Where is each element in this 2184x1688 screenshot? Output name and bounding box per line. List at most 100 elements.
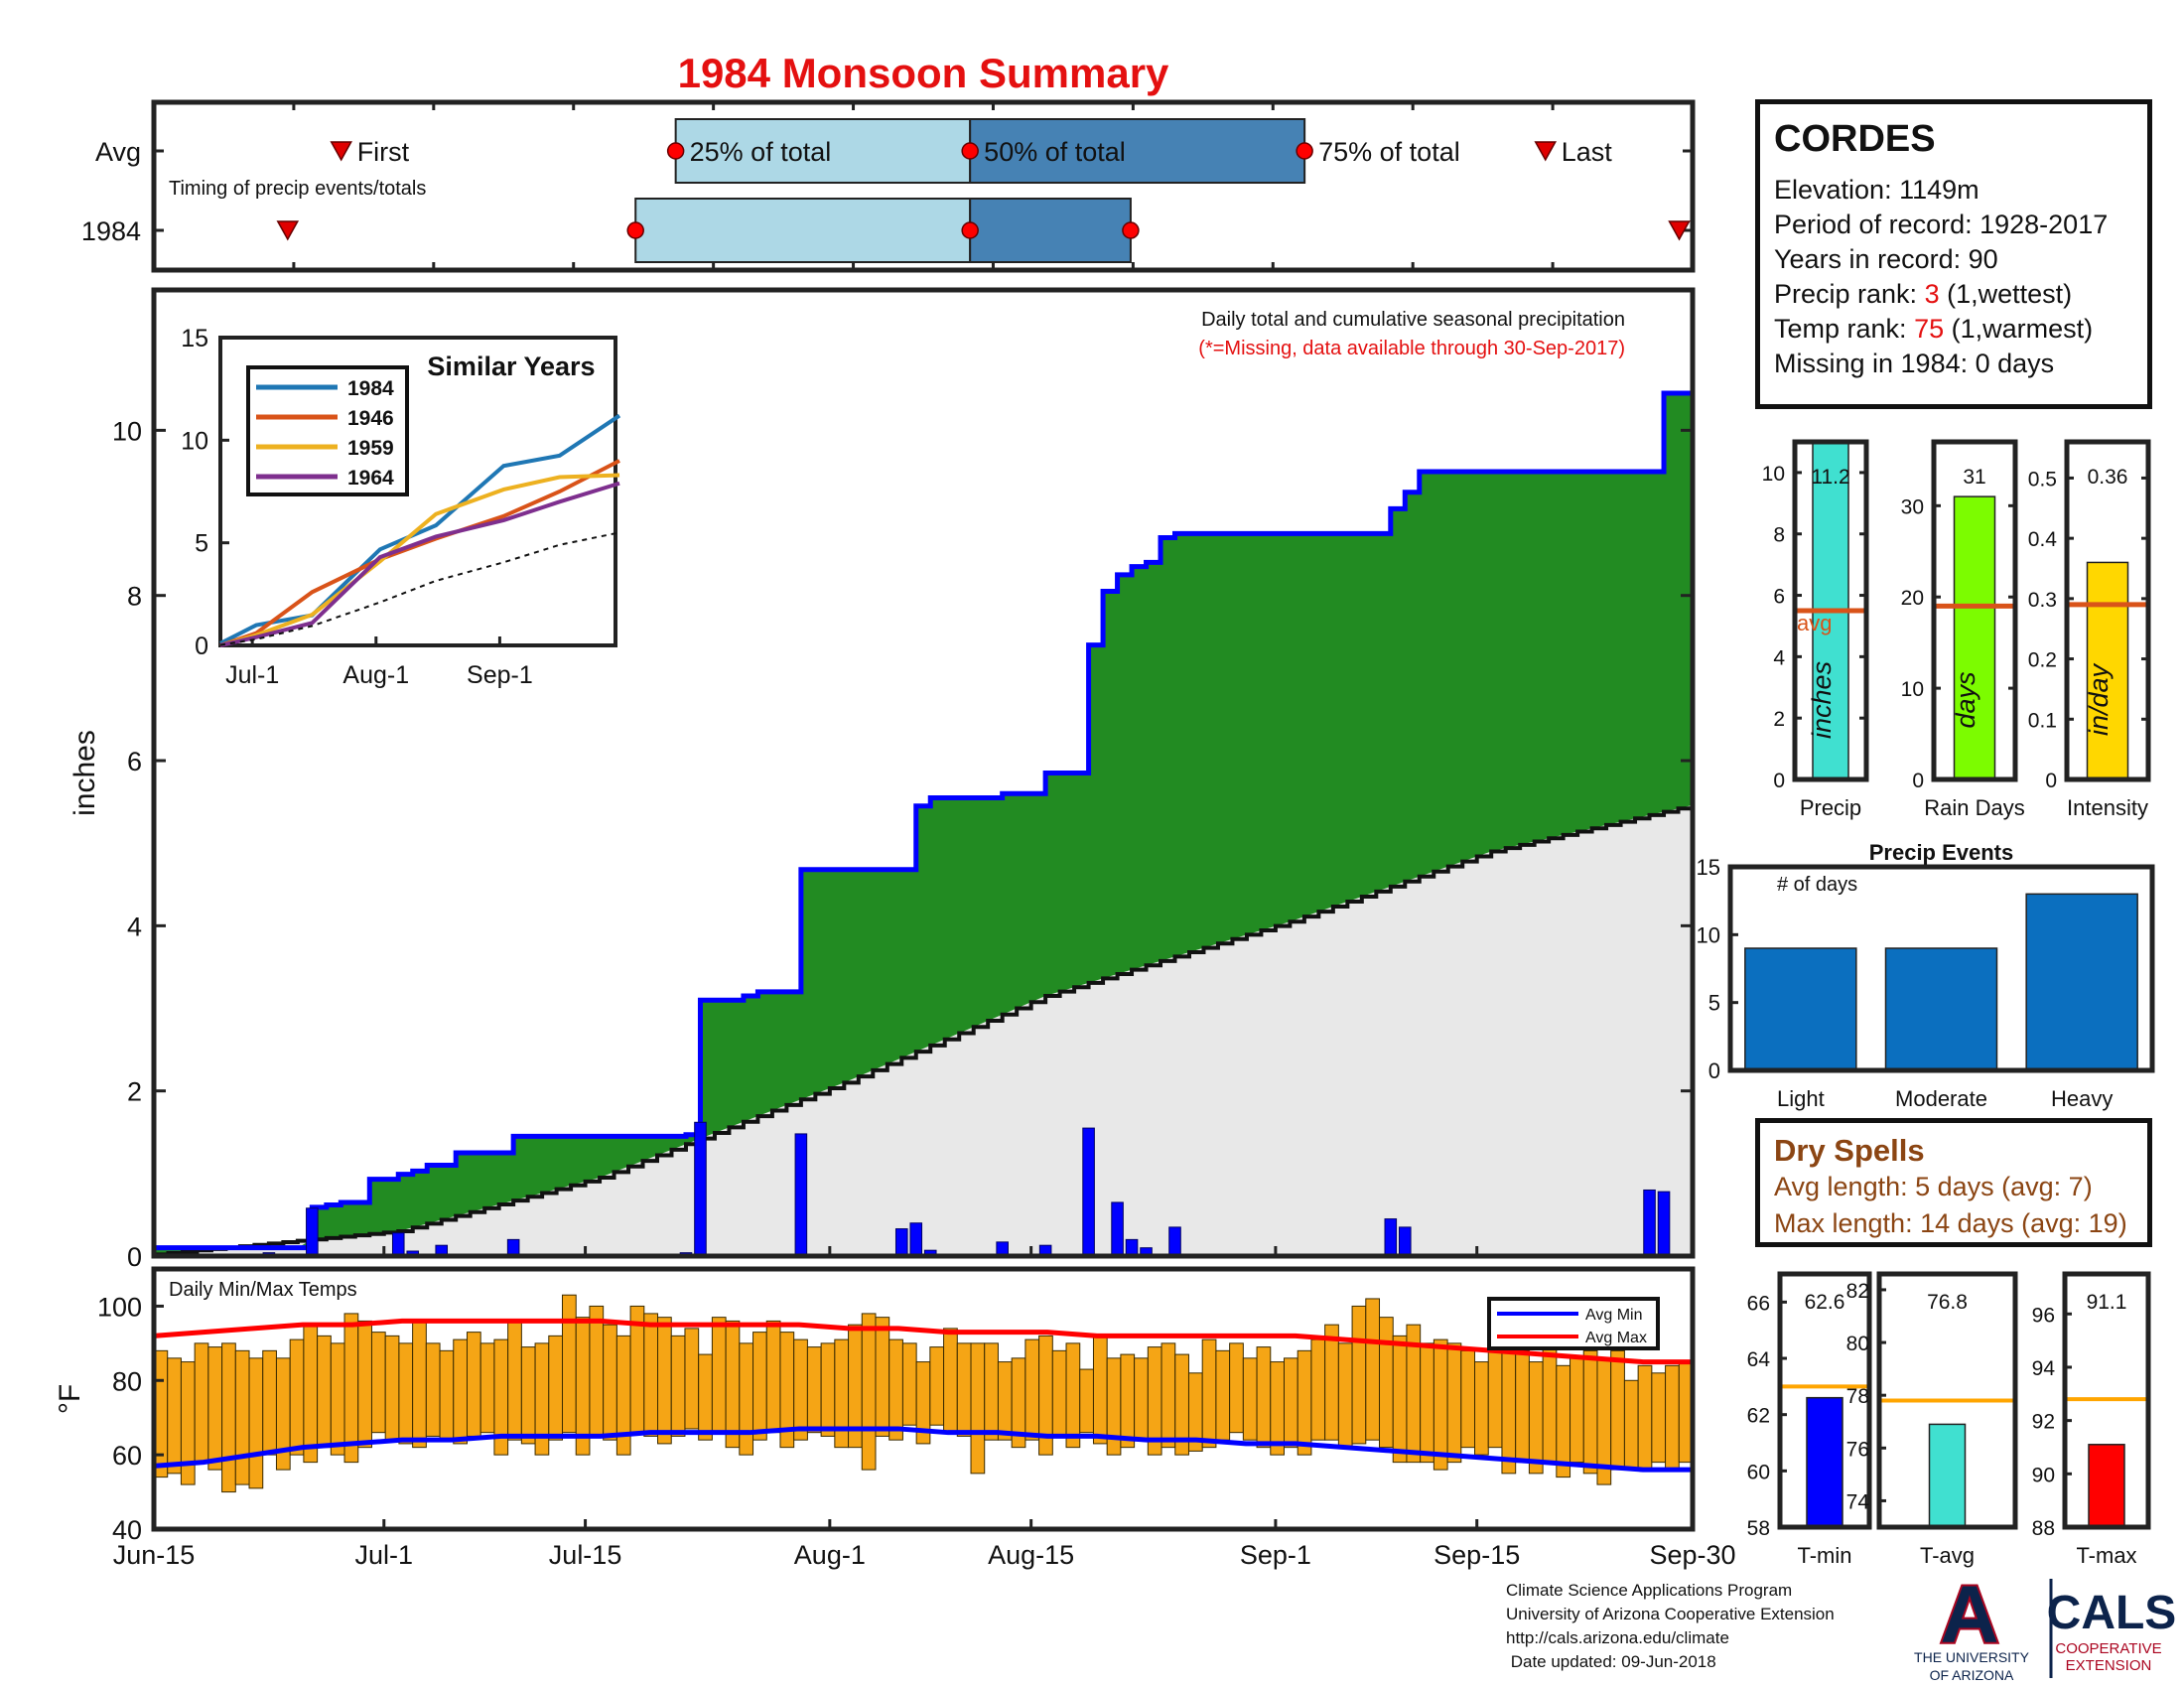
timing-event-marker	[276, 220, 300, 241]
missing-label: Missing in 1984: 0 days	[1774, 349, 2055, 378]
main-note: (*=Missing, data available through 30-Se…	[1198, 338, 1625, 359]
temp-summary-y-tick-label: 76	[1846, 1438, 1869, 1461]
avg-max-temp-line	[153, 1318, 1693, 1365]
temp-range-bar	[357, 1320, 372, 1449]
similar-years-inset: 0 5 10 15 Jul-1 Aug-1 Sep-1 Similar Years 1984 19…	[181, 325, 621, 689]
temp-legend	[1487, 1297, 1660, 1350]
inset-title: Similar Years	[427, 352, 595, 381]
inset-x-tick-label: Aug-1	[342, 661, 409, 689]
precip-event-label: Light	[1777, 1086, 1825, 1111]
daily-precip-bar	[1657, 1191, 1671, 1257]
temp-summary-y-tick-label: 58	[1747, 1517, 1770, 1540]
ua-logo-letter: A	[1940, 1570, 1998, 1660]
summary-x-label: Precip	[1800, 795, 1861, 820]
temp-range-bar	[643, 1313, 659, 1437]
summary-y-tick-label: 0	[2045, 770, 2057, 792]
temp-range-bar	[765, 1320, 781, 1434]
temp-summary-x-label: T-max	[2076, 1543, 2136, 1568]
precip-events-frame	[1727, 864, 2155, 1073]
daily-precip-bar	[794, 1133, 808, 1257]
main-caption: Daily total and cumulative seasonal prec…	[1201, 309, 1625, 331]
temp-rank-value: 75	[1914, 314, 1945, 344]
inset-legend-label: 1984	[347, 377, 394, 400]
temp-range-bar	[1528, 1361, 1544, 1475]
daily-precip-bar	[694, 1121, 707, 1257]
inset-y-tick-label: 15	[181, 325, 208, 352]
main-chart-frame	[151, 287, 1696, 1259]
timing-row-label: 1984	[81, 216, 141, 246]
temp-range-bar	[861, 1313, 877, 1471]
pct75-label: 75% of total	[1318, 137, 1460, 167]
temp-range-bar	[1392, 1335, 1408, 1464]
summary-unit-label: days	[1951, 671, 1980, 728]
temp-summary-y-tick-label: 90	[2032, 1464, 2055, 1486]
inset-line-1959	[219, 473, 620, 647]
precip-rank-prefix: Precip rank:	[1774, 279, 1925, 309]
temp-summary-y-tick-label: 64	[1747, 1348, 1771, 1371]
temp-summary-bar-T-avg	[1928, 1423, 1967, 1528]
summary-bar-charts: 0 2 4 6 8 10 11.2 Precip inches avg 0 10 20 30 31 Rain …	[1762, 439, 2151, 820]
pct25-label: 25% of total	[690, 137, 832, 167]
main-y-tick-label: 6	[127, 747, 142, 776]
temp-range-bar	[698, 1353, 713, 1441]
first-label: First	[357, 137, 410, 167]
temp-range-bar	[657, 1317, 672, 1445]
temp-range-bar	[752, 1332, 767, 1441]
temp-range-bar	[820, 1342, 836, 1437]
cals-logo-line2: EXTENSION	[2066, 1657, 2152, 1674]
summary-bar-days	[1953, 495, 1996, 780]
cals-logo: CALS	[2047, 1587, 2177, 1639]
temp-summary-value-label: 62.6	[1805, 1291, 1845, 1314]
temp-range-bar	[466, 1332, 481, 1437]
temp-range-bar	[1270, 1361, 1285, 1456]
temp-summary-charts: 58 60 62 64 66 62.6 T-min 74 76 78 80 82 76.8 T-avg 88…	[1747, 1271, 2151, 1568]
temp-range-bar	[1637, 1364, 1653, 1471]
temp-range-bar	[1310, 1338, 1326, 1441]
temp-range-bar	[1324, 1324, 1339, 1441]
daily-precip-bar	[1398, 1226, 1412, 1257]
inset-y-tick-label: 10	[181, 427, 208, 455]
temp-summary-y-tick-label: 92	[2032, 1411, 2055, 1434]
inset-legend-label: 1946	[347, 407, 394, 430]
temp-range-bar	[317, 1335, 332, 1449]
summary-x-label: Intensity	[2067, 795, 2148, 820]
temp-summary-x-label: T-min	[1798, 1543, 1852, 1568]
temp-summary-y-tick-label: 80	[1846, 1333, 1869, 1355]
temp-range-bar	[943, 1328, 958, 1434]
summary-y-tick-label: 6	[1773, 586, 1785, 609]
timing-box-25-50	[674, 118, 972, 184]
temp-range-bar	[1283, 1357, 1298, 1449]
temp-range-bar	[1582, 1349, 1598, 1475]
temp-summary-y-tick-label: 82	[1846, 1280, 1869, 1303]
timing-frame	[151, 99, 1696, 273]
temp-range-bar	[1365, 1298, 1381, 1441]
summary-y-tick-label: 4	[1773, 646, 1785, 669]
summary-y-tick-label: 10	[1901, 678, 1924, 701]
summary-x-label: Rain Days	[1924, 795, 2024, 820]
temp-range-bar	[343, 1313, 359, 1464]
temp-y-tick-label: 40	[112, 1515, 142, 1545]
credit-line3[interactable]: http://cals.arizona.edu/climate	[1506, 1628, 1729, 1647]
temp-range-bar	[398, 1342, 414, 1445]
temp-range-bar	[1446, 1342, 1462, 1464]
temp-range-bar	[507, 1320, 522, 1441]
main-y-axis-label: inches	[68, 730, 101, 816]
temp-range-bar	[1460, 1349, 1476, 1449]
precip-event-bar	[1744, 947, 1857, 1071]
inset-legend-label: 1959	[347, 437, 394, 460]
temp-range-bar	[984, 1342, 999, 1441]
temp-range-bar	[970, 1342, 986, 1475]
timing-pct-marker	[626, 221, 644, 239]
daily-precip-bar	[909, 1222, 923, 1257]
temp-range-bar	[330, 1342, 345, 1456]
temp-range-bar	[1474, 1361, 1489, 1456]
x-tick-label: Sep-30	[1649, 1540, 1735, 1570]
temp-summary-value-label: 91.1	[2087, 1291, 2127, 1314]
temp-range-bar	[384, 1335, 400, 1441]
avg-min-temp-line	[153, 1426, 1693, 1473]
timing-caption: Timing of precip events/totals	[169, 178, 426, 200]
summary-frame	[2064, 439, 2151, 782]
temp-range-bar	[1420, 1342, 1434, 1464]
last-label: Last	[1562, 137, 1613, 167]
